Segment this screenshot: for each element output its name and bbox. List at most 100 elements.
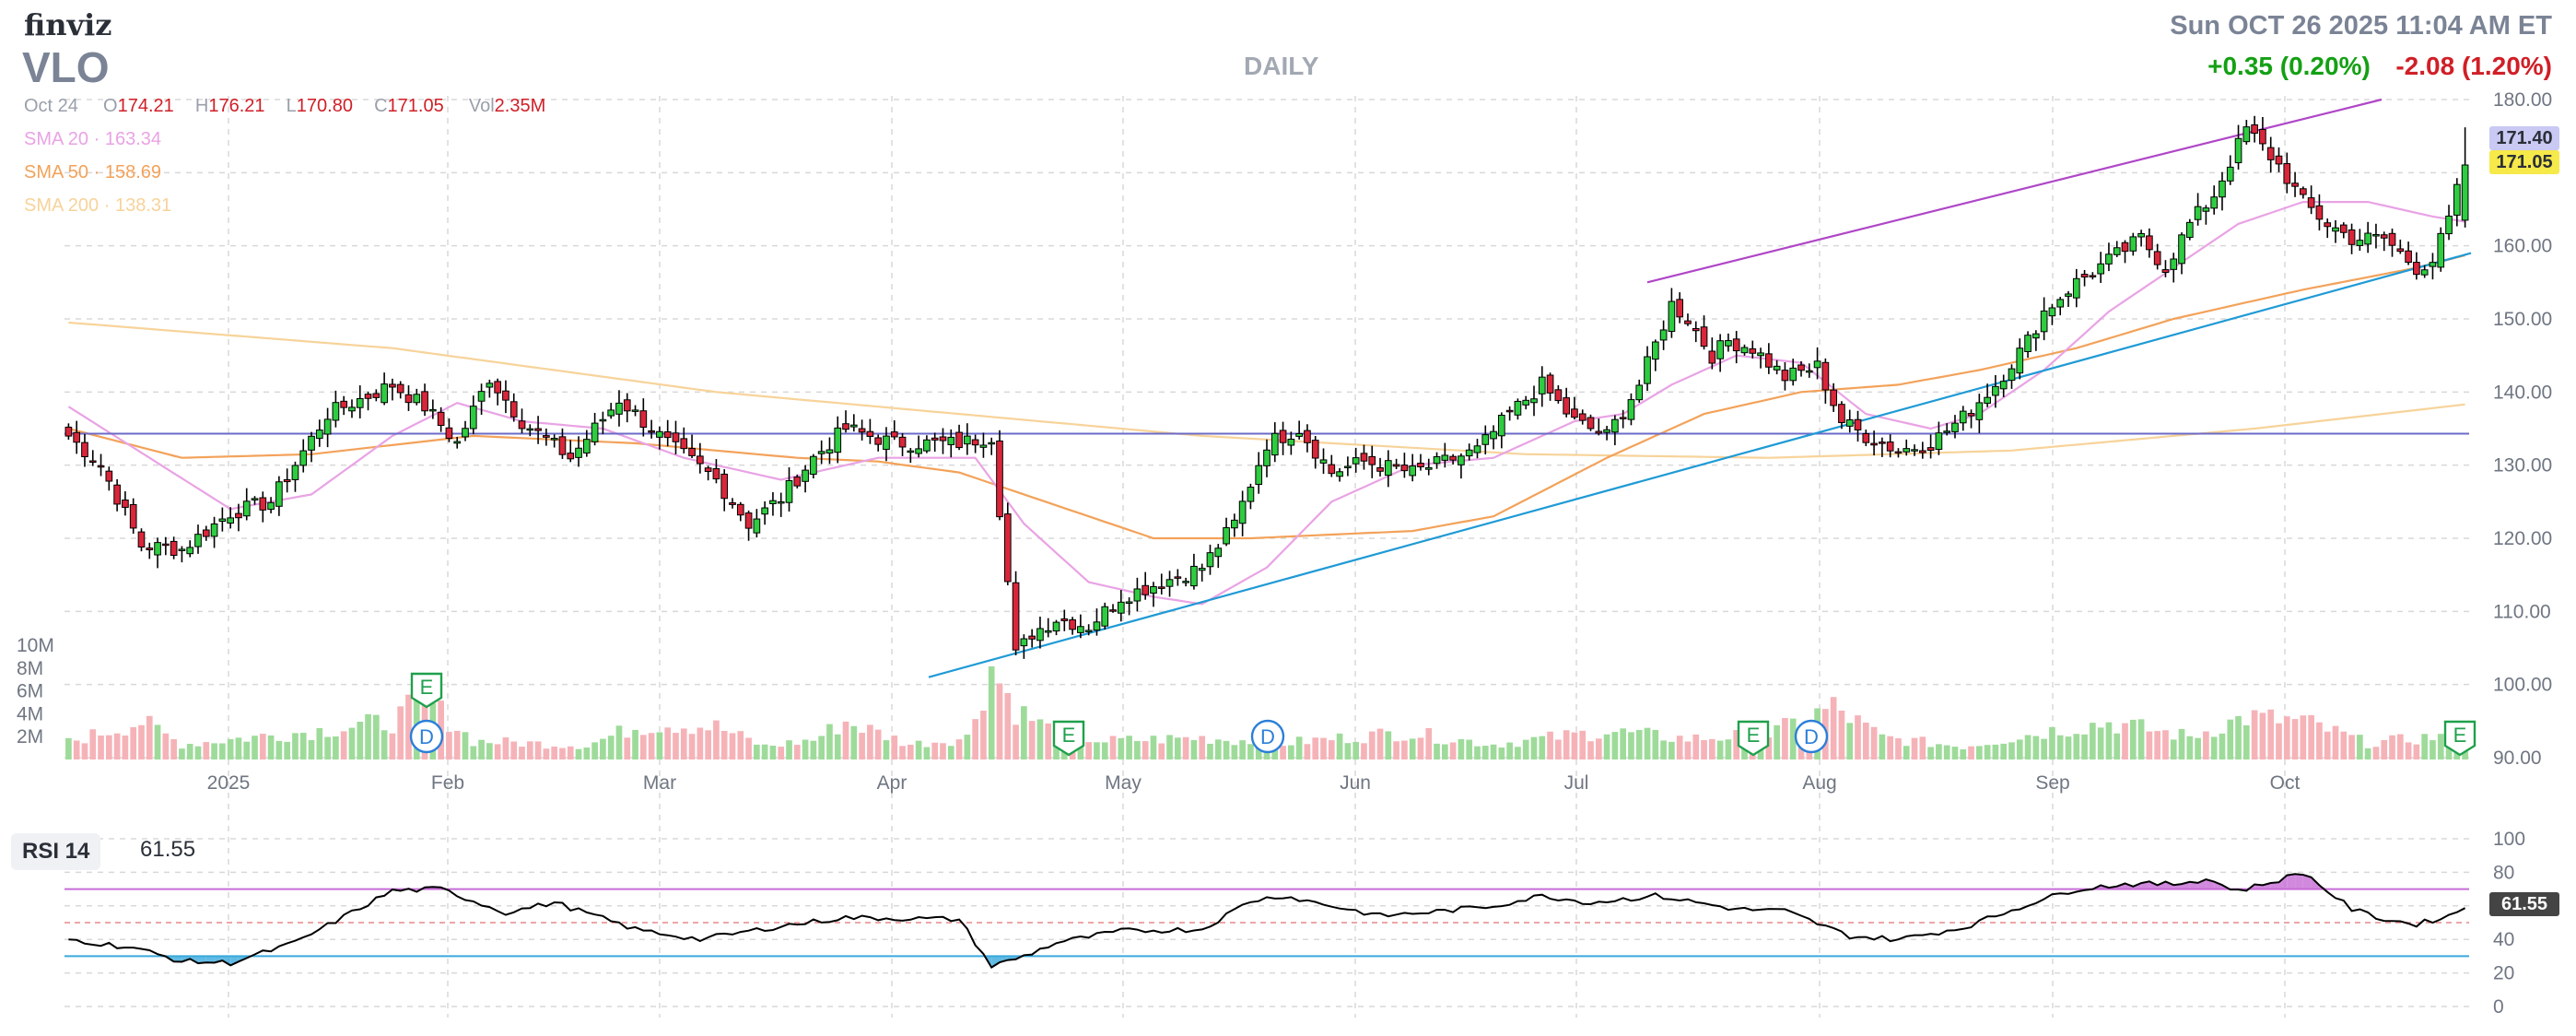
candle-body <box>1813 360 1821 369</box>
sma20-legend[interactable]: SMA 20 · 163.34 <box>24 129 161 149</box>
sma50-legend[interactable]: SMA 50 · 158.69 <box>24 162 161 182</box>
candle-body <box>323 418 332 435</box>
candle-body <box>1465 449 1473 457</box>
grid-lines <box>64 96 2469 1018</box>
candle-body <box>259 497 267 511</box>
candle-body <box>299 450 308 466</box>
candle-body <box>1538 376 1546 394</box>
candle-body <box>2032 333 2040 339</box>
volume-bar <box>793 745 801 759</box>
volume-bar <box>567 746 574 759</box>
candle-body <box>858 428 866 433</box>
volume-bar <box>1968 746 1974 759</box>
candle-body <box>340 400 348 408</box>
candle-body <box>372 393 381 398</box>
candle-body <box>2185 221 2194 239</box>
candle-body <box>1879 441 1886 444</box>
rsi-overbought-fill <box>2246 884 2255 889</box>
volume-bar <box>980 711 987 759</box>
price-axis-tick: 150.00 <box>2493 309 2552 330</box>
candle-body <box>1563 397 1570 415</box>
volume-bar <box>923 747 931 759</box>
close-label: C <box>374 96 388 116</box>
candle-body <box>1247 487 1255 502</box>
volume-bar <box>1887 736 1894 759</box>
rsi-label[interactable]: RSI 14 <box>11 833 101 870</box>
volume-bar <box>2178 728 2185 759</box>
candle-body <box>842 423 849 430</box>
volume-bar <box>2016 739 2023 759</box>
rsi-value-readout: 61.55 <box>140 837 196 862</box>
change-primary: +0.35 (0.20%) <box>2207 52 2371 80</box>
candle-body <box>2356 240 2364 246</box>
candle-body <box>396 383 404 394</box>
volume-bar <box>1239 740 1246 759</box>
candle-body <box>526 428 534 431</box>
candle-body <box>202 529 210 537</box>
volume-bar <box>1458 738 1465 759</box>
candle-body <box>2339 224 2348 233</box>
timeframe-label[interactable]: DAILY <box>1244 52 1319 80</box>
volume-bar <box>1401 740 1408 759</box>
candle-body <box>1020 638 1028 647</box>
volume-bar <box>1255 747 1262 759</box>
volume-bar <box>1595 738 1602 759</box>
date-axis-tick: May <box>1105 772 1142 794</box>
candle-body <box>1530 398 1538 404</box>
candle-body <box>1473 445 1481 453</box>
volume-bar <box>2251 710 2258 759</box>
volume-bar <box>1579 730 1587 759</box>
volume-bar <box>1190 740 1198 759</box>
volume-bar <box>1223 740 1230 759</box>
candle-body <box>1926 447 1935 452</box>
volume-bar <box>203 742 210 759</box>
candle-body <box>1392 464 1400 467</box>
volume-bar <box>1425 727 1433 759</box>
volume-bar <box>1652 729 1659 759</box>
candle-body <box>2324 222 2332 228</box>
volume-bar <box>1466 739 1473 759</box>
sma200-legend-value: 138.31 <box>114 195 172 216</box>
rsi-oversold-fill <box>991 956 1000 968</box>
volume-bar <box>1733 730 1740 759</box>
candle-body <box>1797 364 1805 371</box>
candle-body <box>1424 466 1433 470</box>
volume-axis-tick: 10M <box>17 635 54 656</box>
candle-body <box>607 409 615 417</box>
candle-body <box>2129 236 2137 252</box>
candle-body <box>680 438 688 450</box>
volume-bar <box>1385 731 1392 759</box>
volume-bar <box>891 736 898 759</box>
volume-bar <box>2024 735 2032 759</box>
volume-bar <box>1644 727 1651 759</box>
candle-body <box>2056 299 2065 308</box>
candle-body <box>2146 235 2153 251</box>
candle-body <box>1740 347 1749 354</box>
candle-body <box>1918 450 1926 453</box>
volume-bar <box>1142 741 1149 759</box>
candle-body <box>1206 552 1214 568</box>
volume-bar <box>1692 734 1700 759</box>
brand-logo[interactable]: finviz <box>24 7 112 42</box>
dividend-badge-shape <box>1250 719 1285 754</box>
volume-bar <box>470 746 477 759</box>
candle-body <box>599 418 607 422</box>
volume-bar <box>2372 747 2380 759</box>
sma200-legend[interactable]: SMA 200 · 138.31 <box>24 195 172 216</box>
candle-body <box>1845 418 1854 427</box>
volume-bar <box>2041 738 2047 759</box>
candle-body <box>1838 404 1845 424</box>
volume-bar <box>348 727 356 759</box>
candle-body <box>73 431 81 443</box>
candle-body <box>356 397 364 408</box>
candle-body <box>1749 347 1757 354</box>
dividend-badge-shape <box>1794 719 1829 754</box>
event-markers[interactable]: E D E D E D E <box>409 672 2476 757</box>
candle-body <box>1012 582 1020 651</box>
candle-body <box>1789 367 1797 382</box>
candle-body <box>251 498 259 500</box>
volume-bar <box>1603 734 1610 759</box>
lower-trend-line <box>928 252 2472 678</box>
volume-bar <box>1320 737 1327 759</box>
